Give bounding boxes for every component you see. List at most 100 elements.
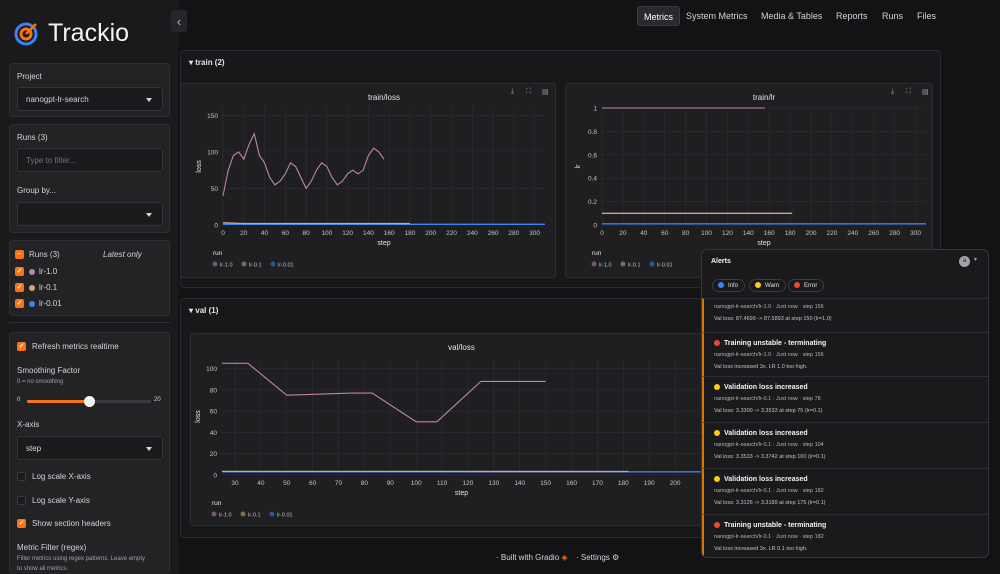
x-tick-label: 160 xyxy=(764,230,775,237)
train-lr-chart: train/lr 0 20 40 60 80 100 120 140 160 180 200 220 24… xyxy=(575,93,926,269)
log-x-label: Log scale X-axis xyxy=(32,472,91,481)
smoothing-slider-handle[interactable] xyxy=(84,396,95,407)
legend-swatch xyxy=(240,511,246,517)
x-tick-label: 200 xyxy=(806,230,817,237)
y-tick-label: 0.8 xyxy=(588,129,597,136)
alert-item[interactable]: Validation loss increased nanogpt-lr-sear… xyxy=(702,468,988,514)
x-tick-label: 70 xyxy=(335,480,343,487)
project-select[interactable]: nanogpt-lr-search xyxy=(17,87,163,111)
x-tick-label: 120 xyxy=(722,230,733,237)
x-tick-label: 60 xyxy=(282,230,290,237)
collapse-sidebar-button[interactable]: ‹ xyxy=(171,10,187,32)
x-tick-label: 30 xyxy=(231,480,239,487)
alert-meta: nanogpt-lr-search/lr-0.1 · Just now · st… xyxy=(714,534,824,540)
project-label: Project xyxy=(17,72,42,81)
alert-message: Val loss: 3.3126 -> 3.3189 at step 175 (… xyxy=(714,500,826,506)
y-tick-label: 0 xyxy=(214,223,218,230)
fullscreen-icon[interactable]: ⛶ xyxy=(906,88,911,95)
section-headers-checkbox[interactable]: ✓ xyxy=(17,519,26,528)
legend-label: lr-0.1 xyxy=(628,263,641,269)
download-icon[interactable]: ⤓ xyxy=(891,88,895,95)
x-tick-label: 120 xyxy=(463,480,474,487)
alert-title-text: Validation loss increased xyxy=(724,430,808,437)
legend-label: lr-1.0 xyxy=(599,263,612,269)
log-y-checkbox[interactable] xyxy=(17,496,26,505)
x-tick-label: 240 xyxy=(847,230,858,237)
alert-title: Validation loss increased xyxy=(714,384,808,391)
y-tick-label: 1 xyxy=(593,106,597,113)
error-dot-icon xyxy=(714,340,720,346)
tab-files[interactable]: Files xyxy=(917,11,937,21)
alert-item[interactable]: Training unstable - terminating nanogpt-l… xyxy=(702,514,988,557)
alert-item[interactable]: Training unstable - terminating nanogpt-l… xyxy=(702,332,988,376)
avatar[interactable]: a xyxy=(959,256,970,267)
y-axis-label: loss xyxy=(195,410,202,423)
alert-title: Validation loss increased xyxy=(714,476,808,483)
y-tick-label: 0.6 xyxy=(588,152,597,159)
alert-item[interactable]: Validation loss increased nanogpt-lr-sear… xyxy=(702,376,988,422)
x-tick-label: 160 xyxy=(384,230,395,237)
file-icon[interactable]: ▤ xyxy=(922,89,929,96)
smoothing-hint: 0 = no smoothing xyxy=(17,379,64,385)
gear-icon: ⚙ xyxy=(612,553,620,562)
run-name: lr-1.0 xyxy=(39,267,58,276)
series-line-lr-1.0 xyxy=(222,131,385,196)
train-section-header[interactable]: ▾ train (2) xyxy=(189,58,225,67)
legend-label: lr-0.1 xyxy=(248,513,261,519)
filter-info-pill[interactable]: Info xyxy=(712,279,746,292)
x-tick-label: 60 xyxy=(661,230,669,237)
refresh-realtime-checkbox[interactable]: ✓ xyxy=(17,342,26,351)
file-icon[interactable]: ▤ xyxy=(542,89,549,96)
smoothing-label: Smoothing Factor xyxy=(17,366,81,375)
smoothing-slider[interactable] xyxy=(27,396,151,407)
built-with-text: Built with Gradio xyxy=(500,553,560,562)
chevron-down-icon[interactable]: ▾ xyxy=(974,257,978,263)
runs-filter-input[interactable]: Type to filter... xyxy=(17,148,163,172)
legend-swatch xyxy=(241,261,247,267)
legend-label: lr-0.01 xyxy=(278,263,294,269)
alert-item[interactable]: nanogpt-lr-search/lr-1.0 · Just now · st… xyxy=(702,298,988,332)
x-tick-label: 120 xyxy=(342,230,353,237)
alert-title: Validation loss increased xyxy=(714,430,808,437)
val-loss-chart: val/loss 30 40 50 60 70 80 90 100 110 120 130 140 150… xyxy=(195,343,701,519)
log-x-checkbox[interactable] xyxy=(17,472,26,481)
select-all-runs-checkbox[interactable]: – xyxy=(15,250,24,259)
footer-built-with[interactable]: · Built with Gradio ◈ xyxy=(496,553,568,562)
tab-metrics[interactable]: Metrics xyxy=(637,6,680,26)
warn-dot-icon xyxy=(714,476,720,482)
run-checkbox[interactable]: ✓ xyxy=(15,299,24,308)
alert-item[interactable]: Validation loss increased nanogpt-lr-sear… xyxy=(702,422,988,468)
filter-warn-pill[interactable]: Warn xyxy=(749,279,787,292)
footer-settings[interactable]: · Settings ⚙ xyxy=(576,553,620,562)
x-tick-label: 80 xyxy=(682,230,690,237)
legend-swatch xyxy=(591,261,597,267)
series-line-lr-0.1 xyxy=(222,222,410,225)
download-icon[interactable]: ⤓ xyxy=(511,88,515,95)
x-tick-label: 60 xyxy=(309,480,317,487)
xaxis-select[interactable]: step xyxy=(17,436,163,460)
filter-error-pill[interactable]: Error xyxy=(788,279,825,292)
collapse-triangle-icon: ▾ xyxy=(189,306,196,315)
metric-filter-hint: to show all metrics. xyxy=(17,566,69,572)
y-tick-label: 0.2 xyxy=(588,199,597,206)
tab-reports[interactable]: Reports xyxy=(836,11,868,21)
chart-title: train/loss xyxy=(368,93,400,102)
run-checkbox[interactable]: ✓ xyxy=(15,283,24,292)
run-checkbox[interactable]: ✓ xyxy=(15,267,24,276)
tab-runs[interactable]: Runs xyxy=(882,11,904,21)
x-axis-label: step xyxy=(377,240,390,247)
chart-title: val/loss xyxy=(448,343,475,352)
alert-list: nanogpt-lr-search/lr-1.0 · Just now · st… xyxy=(702,298,988,557)
tab-system-metrics[interactable]: System Metrics xyxy=(686,11,748,21)
project-value: nanogpt-lr-search xyxy=(26,95,89,104)
tab-media-tables[interactable]: Media & Tables xyxy=(761,11,823,21)
info-dot-icon xyxy=(718,282,724,288)
legend-label: lr-1.0 xyxy=(219,513,232,519)
x-tick-label: 220 xyxy=(827,230,838,237)
group-by-select[interactable] xyxy=(17,202,163,226)
val-section-header[interactable]: ▾ val (1) xyxy=(189,306,218,315)
filter-error-label: Error xyxy=(804,283,818,289)
fullscreen-icon[interactable]: ⛶ xyxy=(526,88,531,95)
train-section-title: train (2) xyxy=(195,58,225,67)
latest-only-toggle[interactable]: Latest only xyxy=(103,250,142,259)
